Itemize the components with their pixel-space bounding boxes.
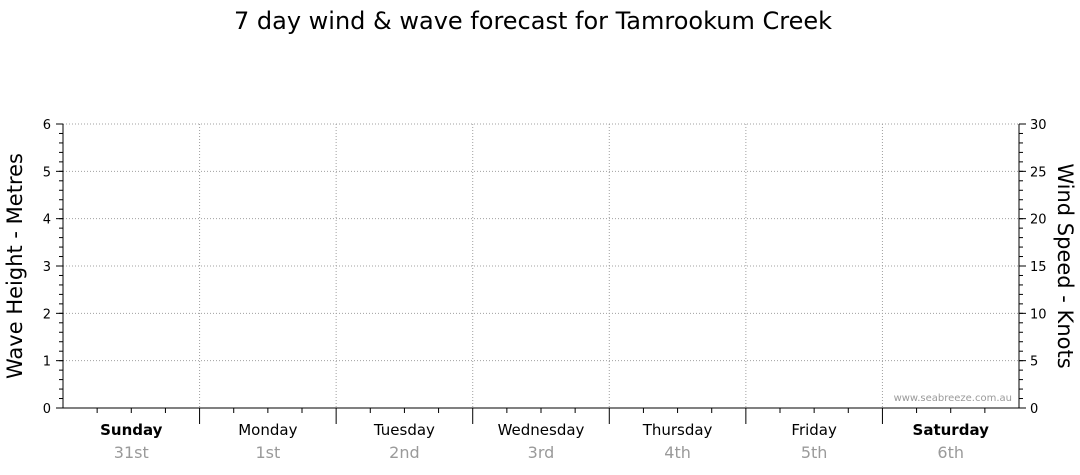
day-labels: Sunday 31st Monday 1st Tuesday 2nd Wednesday 3r… <box>100 421 989 462</box>
left-tick-label: 5 <box>43 165 51 180</box>
day-date-label: 5th <box>801 443 828 462</box>
day-name-label: Tuesday <box>373 421 435 439</box>
day-name-label: Wednesday <box>498 421 585 439</box>
right-tick-label: 0 <box>1030 402 1038 417</box>
left-tick-label: 2 <box>43 307 51 322</box>
left-axis-title: Wave Height - Metres <box>3 153 27 379</box>
left-axis-ticks: 0 1 2 3 4 5 6 <box>43 118 63 417</box>
day-date-label: 4th <box>664 443 691 462</box>
grid <box>63 123 1019 408</box>
left-tick-label: 3 <box>43 260 51 275</box>
left-tick-label: 6 <box>43 118 51 133</box>
chart-title: 7 day wind & wave forecast for Tamrookum… <box>234 7 832 35</box>
left-tick-label: 4 <box>43 213 51 228</box>
right-tick-label: 10 <box>1030 307 1047 322</box>
left-tick-label: 1 <box>43 355 51 370</box>
day-name-label: Friday <box>791 421 837 439</box>
axes <box>62 124 1020 424</box>
day-date-label: 6th <box>937 443 964 462</box>
day-date-label: 1st <box>255 443 280 462</box>
day-date-label: 3rd <box>528 443 555 462</box>
right-axis-title: Wind Speed - Knots <box>1053 163 1077 368</box>
day-date-label: 2nd <box>389 443 419 462</box>
right-tick-label: 20 <box>1030 213 1047 228</box>
day-name-label: Saturday <box>913 421 990 439</box>
day-name-label: Monday <box>238 421 297 439</box>
right-tick-label: 15 <box>1030 260 1047 275</box>
right-tick-label: 25 <box>1030 165 1047 180</box>
watermark: www.seabreeze.com.au <box>894 393 1012 404</box>
day-name-label: Thursday <box>642 421 713 439</box>
right-tick-label: 5 <box>1030 355 1038 370</box>
day-date-label: 31st <box>114 443 149 462</box>
left-tick-label: 0 <box>43 402 51 417</box>
day-name-label: Sunday <box>100 421 163 439</box>
right-tick-label: 30 <box>1030 118 1047 133</box>
right-axis-ticks: 0 5 10 15 20 25 30 <box>1019 118 1047 417</box>
